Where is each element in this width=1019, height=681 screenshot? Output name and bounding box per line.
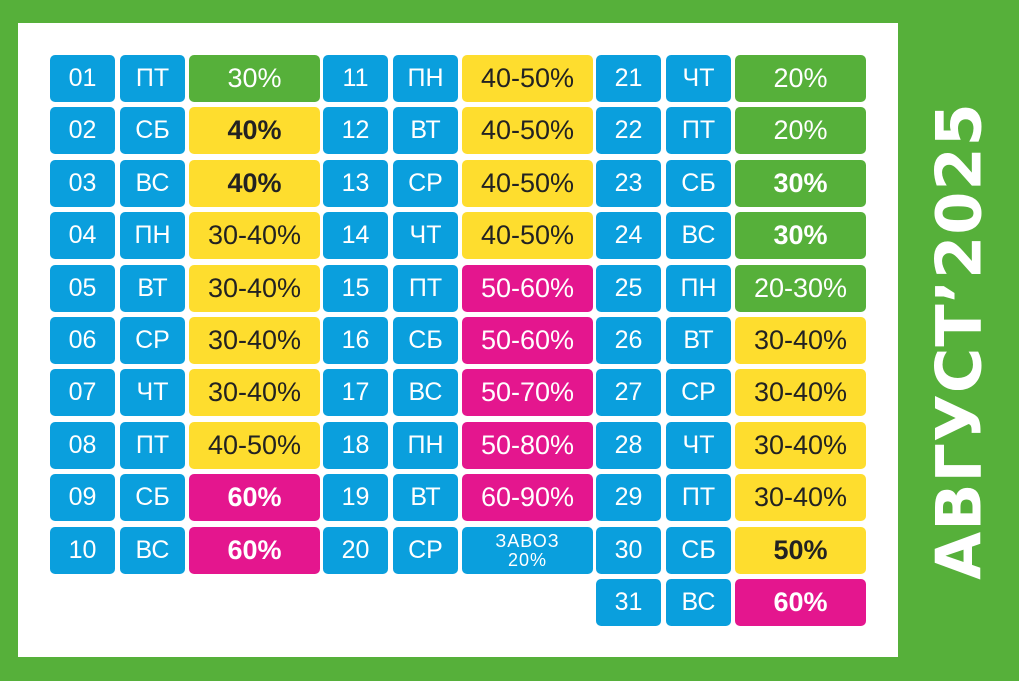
weekday-label: СР	[393, 527, 458, 574]
day-number: 10	[50, 527, 115, 574]
discount-cell: 20%	[735, 107, 866, 154]
weekday-label: СБ	[666, 527, 731, 574]
weekday-label: ПТ	[666, 474, 731, 521]
discount-cell: 60-90%	[462, 474, 593, 521]
day-number: 17	[323, 369, 388, 416]
discount-cell: 50-60%	[462, 317, 593, 364]
discount-cell: 40-50%	[462, 212, 593, 259]
day-number: 13	[323, 160, 388, 207]
discount-cell: 20%	[735, 55, 866, 102]
discount-cell: 40-50%	[462, 107, 593, 154]
discount-cell: 30%	[735, 212, 866, 259]
weekday-label: ПН	[393, 422, 458, 469]
delivery-discount: 20%	[508, 551, 547, 570]
day-number: 14	[323, 212, 388, 259]
weekday-label: ВС	[666, 579, 731, 626]
weekday-label: ВТ	[393, 107, 458, 154]
weekday-label: ВТ	[393, 474, 458, 521]
day-number: 08	[50, 422, 115, 469]
day-number: 24	[596, 212, 661, 259]
discount-cell: 40-50%	[462, 55, 593, 102]
day-number: 31	[596, 579, 661, 626]
weekday-label: ЧТ	[666, 55, 731, 102]
discount-cell: 30-40%	[735, 369, 866, 416]
day-number: 15	[323, 265, 388, 312]
weekday-label: ПН	[120, 212, 185, 259]
discount-cell: 60%	[735, 579, 866, 626]
discount-cell: 30%	[189, 55, 320, 102]
discount-cell: 30%	[735, 160, 866, 207]
day-number: 02	[50, 107, 115, 154]
discount-cell: 30-40%	[735, 317, 866, 364]
discount-cell: 50-80%	[462, 422, 593, 469]
discount-cell: 30-40%	[189, 369, 320, 416]
discount-cell: 30-40%	[735, 422, 866, 469]
delivery-discount-cell: ЗАВОЗ 20%	[462, 527, 593, 574]
delivery-label: ЗАВОЗ	[495, 532, 559, 551]
discount-cell: 20-30%	[735, 265, 866, 312]
weekday-label: ПТ	[120, 422, 185, 469]
weekday-label: ПН	[666, 265, 731, 312]
day-number: 29	[596, 474, 661, 521]
discount-cell: 50-60%	[462, 265, 593, 312]
day-number: 22	[596, 107, 661, 154]
day-number: 06	[50, 317, 115, 364]
discount-cell: 30-40%	[189, 265, 320, 312]
day-number: 04	[50, 212, 115, 259]
weekday-label: ВС	[666, 212, 731, 259]
weekday-label: СР	[393, 160, 458, 207]
day-number: 07	[50, 369, 115, 416]
day-number: 01	[50, 55, 115, 102]
day-number: 28	[596, 422, 661, 469]
day-number: 25	[596, 265, 661, 312]
weekday-label: ЧТ	[393, 212, 458, 259]
weekday-label: ПТ	[120, 55, 185, 102]
day-number: 18	[323, 422, 388, 469]
day-number: 11	[323, 55, 388, 102]
weekday-label: ЧТ	[666, 422, 731, 469]
day-number: 12	[323, 107, 388, 154]
day-number: 19	[323, 474, 388, 521]
day-number: 21	[596, 55, 661, 102]
day-number: 09	[50, 474, 115, 521]
weekday-label: ПТ	[393, 265, 458, 312]
discount-cell: 40-50%	[462, 160, 593, 207]
weekday-label: СБ	[393, 317, 458, 364]
weekday-label: СР	[120, 317, 185, 364]
discount-cell: 50%	[735, 527, 866, 574]
weekday-label: ВТ	[666, 317, 731, 364]
day-number: 26	[596, 317, 661, 364]
discount-cell: 30-40%	[189, 212, 320, 259]
discount-cell: 40-50%	[189, 422, 320, 469]
weekday-label: ВТ	[120, 265, 185, 312]
day-number: 05	[50, 265, 115, 312]
weekday-label: ВС	[120, 160, 185, 207]
discount-cell: 60%	[189, 527, 320, 574]
weekday-label: СБ	[120, 107, 185, 154]
day-number: 03	[50, 160, 115, 207]
discount-cell: 50-70%	[462, 369, 593, 416]
discount-cell: 60%	[189, 474, 320, 521]
weekday-label: СБ	[120, 474, 185, 521]
weekday-label: ЧТ	[120, 369, 185, 416]
weekday-label: ВС	[120, 527, 185, 574]
day-number: 20	[323, 527, 388, 574]
discount-cell: 30-40%	[735, 474, 866, 521]
discount-cell: 30-40%	[189, 317, 320, 364]
weekday-label: СБ	[666, 160, 731, 207]
weekday-label: ПН	[393, 55, 458, 102]
month-title: АВГУСТ’2025	[923, 102, 996, 579]
discount-cell: 40%	[189, 160, 320, 207]
day-number: 16	[323, 317, 388, 364]
discount-cell: 40%	[189, 107, 320, 154]
weekday-label: ПТ	[666, 107, 731, 154]
weekday-label: ВС	[393, 369, 458, 416]
day-number: 30	[596, 527, 661, 574]
weekday-label: СР	[666, 369, 731, 416]
day-number: 27	[596, 369, 661, 416]
day-number: 23	[596, 160, 661, 207]
